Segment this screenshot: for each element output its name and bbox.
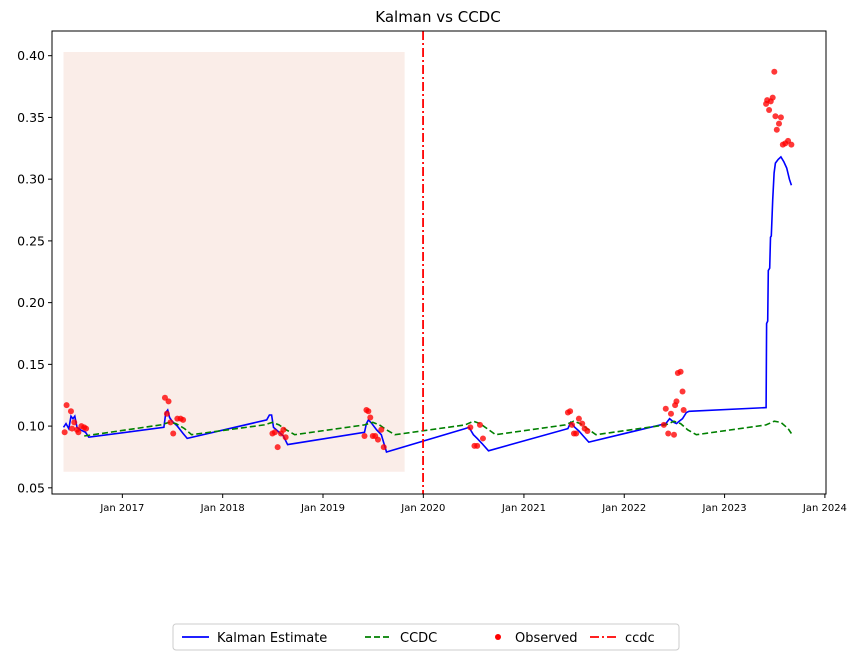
x-tick-label: Jan 2020 [400, 503, 445, 514]
observed-point [662, 405, 669, 412]
x-tick-label: Jan 2021 [501, 503, 546, 514]
observed-point [75, 429, 82, 436]
observed-point [271, 429, 278, 436]
x-axis: Jan 2017 Jan 2018 Jan 2019 Jan 2020 Jan 2021… [99, 494, 847, 514]
observed-point [365, 408, 372, 415]
observed-point [474, 442, 481, 449]
series-ccdc [84, 420, 793, 437]
observed-point [772, 113, 779, 120]
observed-point [673, 398, 680, 405]
observed-point [361, 432, 368, 439]
observed-point [71, 419, 78, 426]
y-tick-label: 0.20 [17, 295, 45, 310]
observed-point [665, 430, 672, 437]
observed-point [165, 398, 172, 405]
observed-point [274, 444, 281, 451]
observed-point [170, 430, 177, 437]
observed-point [163, 410, 170, 417]
observed-point [374, 436, 381, 443]
y-tick-label: 0.05 [17, 480, 45, 495]
x-tick-label: Jan 2018 [200, 503, 245, 514]
observed-point [367, 414, 374, 421]
observed-point [569, 421, 576, 428]
y-axis: 0.05 0.10 0.15 0.20 0.25 0.30 0.35 0.40 [17, 48, 52, 495]
legend: Kalman Estimate CCDC Observed ccdc [172, 623, 680, 651]
observed-point [63, 402, 70, 409]
observed-point [280, 426, 287, 433]
legend-item-ccdc: CCDC [365, 631, 437, 646]
observed-point [467, 424, 474, 431]
observed-point [380, 444, 387, 451]
x-tick-label: Jan 2023 [702, 503, 747, 514]
observed-point [476, 421, 483, 428]
observed-point [573, 430, 580, 437]
observed-point [769, 94, 776, 101]
legend-marker [495, 634, 501, 640]
shaded-region [63, 51, 405, 472]
observed-point [567, 408, 574, 415]
observed-point [378, 426, 385, 433]
observed-point [771, 68, 778, 75]
plot-frame [51, 30, 827, 495]
observed-point [161, 394, 168, 401]
legend-label: Kalman Estimate [217, 631, 327, 646]
observed-point [679, 388, 686, 395]
observed-point [775, 120, 782, 127]
observed-point [667, 410, 674, 417]
observed-point [579, 420, 586, 427]
observed-point [584, 428, 591, 435]
observed-point [660, 421, 667, 428]
observed-point [671, 431, 678, 438]
observed-point [282, 434, 289, 441]
observed-point [766, 107, 773, 114]
x-tick-label: Jan 2019 [300, 503, 345, 514]
y-tick-label: 0.30 [17, 172, 45, 187]
x-tick-label: Jan 2017 [99, 503, 144, 514]
x-tick-label: Jan 2022 [601, 503, 646, 514]
series-observed [61, 68, 795, 451]
legend-item-ccdc: ccdc [590, 631, 655, 646]
y-tick-label: 0.15 [17, 357, 45, 372]
legend-box [172, 623, 680, 651]
y-tick-label: 0.10 [17, 419, 45, 434]
y-tick-label: 0.40 [17, 48, 45, 63]
observed-point [83, 425, 90, 432]
observed-point [167, 419, 174, 426]
y-tick-label: 0.25 [17, 233, 45, 248]
shaded-region-layer [63, 51, 405, 472]
observed-point [575, 415, 582, 422]
legend-label: CCDC [400, 631, 437, 646]
observed-point [61, 429, 68, 436]
legend-item-kalman-estimate: Kalman Estimate [182, 631, 327, 646]
series-layer [61, 31, 795, 494]
y-tick-label: 0.35 [17, 110, 45, 125]
line-path [84, 420, 793, 437]
observed-point [479, 435, 486, 442]
legend-label: ccdc [625, 631, 655, 646]
observed-point [773, 126, 780, 133]
observed-point [180, 416, 187, 423]
observed-point [67, 408, 74, 415]
observed-point [69, 425, 76, 432]
observed-point [680, 407, 687, 414]
legend-item-observed: Observed [495, 631, 578, 646]
observed-point [777, 114, 784, 121]
observed-point [677, 368, 684, 375]
observed-point [788, 141, 795, 148]
chart-title: Kalman vs CCDC [375, 8, 500, 26]
legend-label: Observed [515, 631, 578, 646]
x-tick-label: Jan 2024 [802, 503, 847, 514]
